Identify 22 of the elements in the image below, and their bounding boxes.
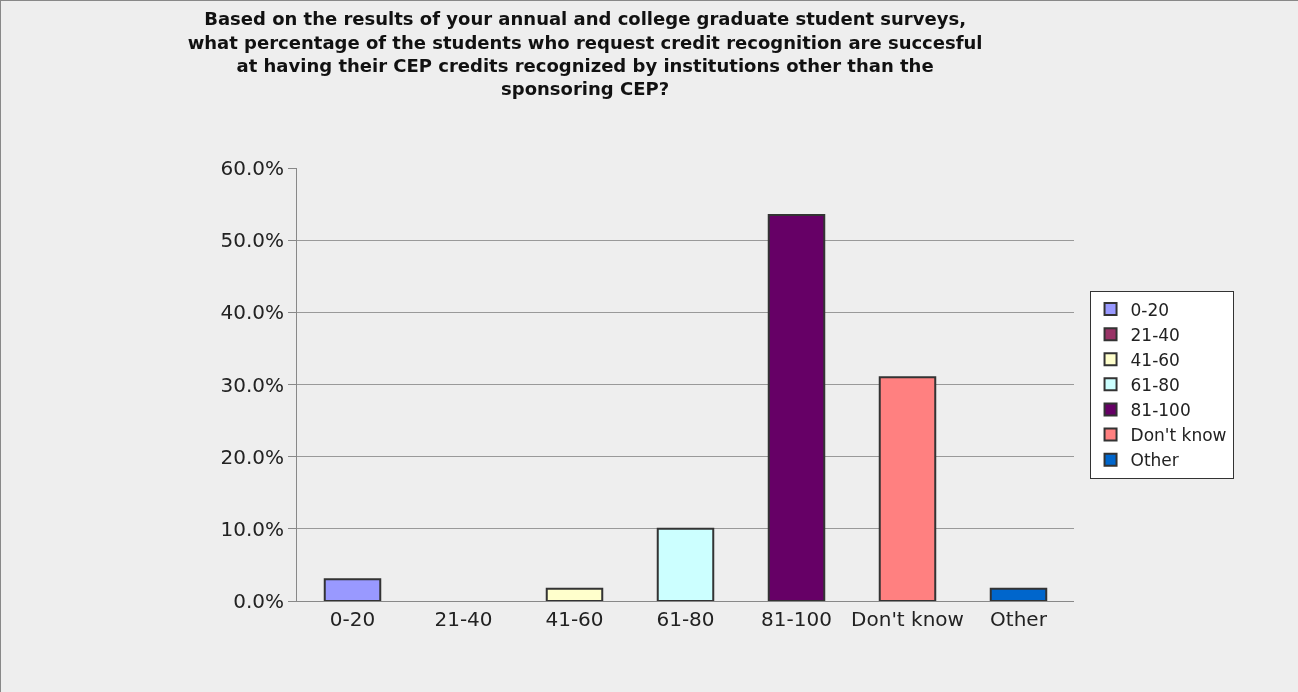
x-tick-label: 81-100 [761, 607, 832, 631]
legend-label: 21-40 [1130, 324, 1180, 345]
y-tick-label: 0.0% [233, 589, 284, 613]
legend-label: 81-100 [1130, 400, 1191, 421]
legend-label: 0-20 [1130, 299, 1170, 320]
legend-label: Other [1130, 450, 1179, 471]
y-tick-label: 10.0% [220, 516, 284, 541]
x-tick-label: 61-80 [656, 607, 715, 631]
x-tick-label: Other [990, 607, 1048, 631]
y-tick-label: 20.0% [220, 444, 284, 469]
legend-label: 61-80 [1130, 374, 1180, 395]
x-tick-label: 21-40 [434, 607, 493, 631]
chart-title: Based on the results of your annual and college graduate student surveys, what percentage of the students who request credit recognition are succesful at having their CEP credits recognized by institutions other than the sponsoring CEP? [187, 8, 983, 100]
x-tick-label: 0-20 [329, 607, 376, 631]
y-tick-label: 40.0% [220, 300, 284, 325]
legend-label: Don't know [1130, 425, 1227, 446]
x-tick-label: Don't know [851, 607, 964, 631]
x-tick-label: 41-60 [545, 607, 604, 631]
y-tick-label: 60.0% [220, 156, 284, 180]
legend-label: 41-60 [1130, 349, 1180, 370]
y-tick-label: 30.0% [220, 372, 284, 397]
y-tick-label: 50.0% [220, 228, 284, 253]
